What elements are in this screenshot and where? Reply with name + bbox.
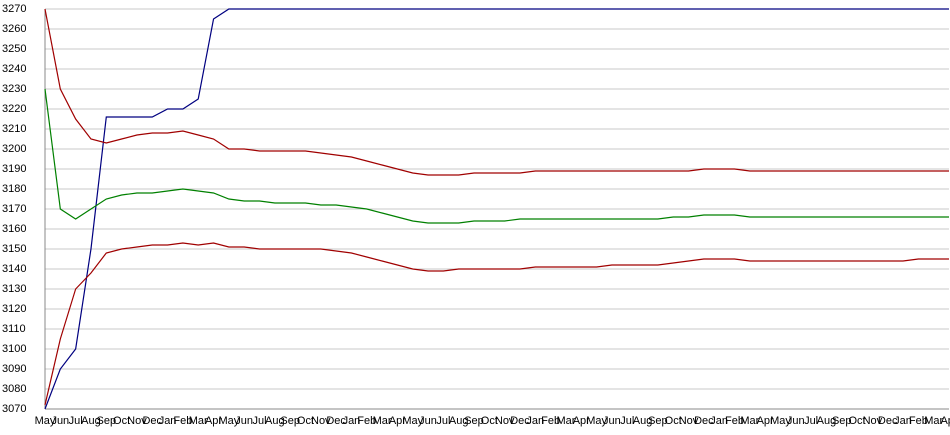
x-tick-label: Feb [541, 415, 560, 427]
y-tick-label: 3210 [2, 123, 26, 135]
x-tick-label: Dec [326, 415, 346, 427]
series-line [44, 8, 949, 410]
x-tick-label: Aug [817, 415, 837, 427]
x-tick-label: Jun [419, 415, 437, 427]
y-tick-label: 3250 [2, 43, 26, 55]
x-tick-label: Apr [389, 415, 406, 427]
x-tick-label: Jun [787, 415, 805, 427]
x-tick-label: May [35, 415, 56, 427]
x-tick-label: Apr [573, 415, 590, 427]
x-tick-label: Sep [96, 415, 116, 427]
x-tick-label: Jul [436, 415, 450, 427]
y-tick-label: 3190 [2, 163, 26, 175]
x-tick-label: Feb [357, 415, 376, 427]
series-line [44, 242, 949, 406]
y-tick-label: 3220 [2, 103, 26, 115]
y-tick-label: 3240 [2, 63, 26, 75]
y-tick-label: 3170 [2, 203, 26, 215]
x-tick-label: Feb [173, 415, 192, 427]
x-tick-label: Jul [252, 415, 266, 427]
series-line [44, 8, 949, 176]
y-tick-label: 3160 [2, 223, 26, 235]
series-line [44, 88, 949, 224]
x-tick-label: Aug [449, 415, 469, 427]
y-tick-label: 3080 [2, 383, 26, 395]
x-tick-label: Mar [740, 415, 759, 427]
x-tick-label: Dec [694, 415, 714, 427]
x-tick-label: Aug [633, 415, 653, 427]
x-tick-label: Apr [940, 415, 950, 427]
x-tick-label: Mar [924, 415, 943, 427]
x-tick-label: Jan [894, 415, 912, 427]
x-tick-label: Jul [620, 415, 634, 427]
x-tick-label: Oct [481, 415, 498, 427]
x-tick-label: May [402, 415, 423, 427]
x-tick-label: Oct [297, 415, 314, 427]
x-tick-label: Mar [556, 415, 575, 427]
x-tick-label: May [218, 415, 239, 427]
y-tick-label: 3230 [2, 83, 26, 95]
y-tick-label: 3110 [2, 323, 26, 335]
y-tick-label: 3090 [2, 363, 26, 375]
x-tick-label: Oct [849, 415, 866, 427]
x-tick-label: May [770, 415, 791, 427]
y-tick-label: 3270 [2, 3, 26, 15]
x-tick-label: Oct [665, 415, 682, 427]
x-tick-label: Nov [127, 415, 147, 427]
x-tick-label: Jul [804, 415, 818, 427]
x-tick-label: Jun [51, 415, 69, 427]
x-tick-label: Dec [142, 415, 162, 427]
x-tick-label: Dec [510, 415, 530, 427]
x-tick-label: Sep [280, 415, 300, 427]
x-tick-label: May [586, 415, 607, 427]
y-tick-label: 3260 [2, 23, 26, 35]
x-tick-label: Nov [679, 415, 699, 427]
x-tick-label: Jan [526, 415, 544, 427]
x-tick-label: Oct [113, 415, 130, 427]
x-tick-label: Jan [159, 415, 177, 427]
x-tick-label: Jun [235, 415, 253, 427]
x-tick-label: Sep [648, 415, 668, 427]
x-tick-label: Aug [265, 415, 285, 427]
x-tick-label: Nov [863, 415, 883, 427]
y-tick-label: 3150 [2, 243, 26, 255]
x-tick-label: Dec [878, 415, 898, 427]
x-tick-label: Apr [205, 415, 222, 427]
y-tick-label: 3140 [2, 263, 26, 275]
x-tick-label: Apr [757, 415, 774, 427]
x-tick-label: Feb [909, 415, 928, 427]
y-tick-label: 3180 [2, 183, 26, 195]
x-tick-label: Mar [189, 415, 208, 427]
x-tick-label: Sep [464, 415, 484, 427]
x-tick-label: Jun [603, 415, 621, 427]
x-tick-label: Sep [832, 415, 852, 427]
y-tick-label: 3200 [2, 143, 26, 155]
y-tick-label: 3120 [2, 303, 26, 315]
y-tick-label: 3130 [2, 283, 26, 295]
x-tick-label: Jan [343, 415, 361, 427]
y-tick-label: 3070 [2, 403, 26, 415]
x-tick-label: Nov [311, 415, 331, 427]
x-tick-label: Aug [81, 415, 101, 427]
x-tick-label: Jan [710, 415, 728, 427]
y-tick-label: 3100 [2, 343, 26, 355]
x-tick-label: Nov [495, 415, 515, 427]
x-tick-label: Feb [725, 415, 744, 427]
x-tick-label: Mar [373, 415, 392, 427]
x-tick-label: Jul [69, 415, 83, 427]
